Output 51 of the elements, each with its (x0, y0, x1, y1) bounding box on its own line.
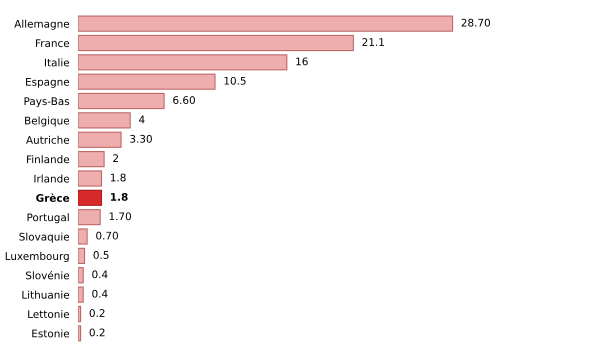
data-label: 21.1 (362, 38, 384, 46)
data-label: 1.70 (110, 212, 132, 220)
y-tick-label: Estonie (32, 329, 70, 338)
data-label: 1.8 (111, 192, 128, 201)
data-label: 10.5 (224, 76, 246, 85)
y-tick-label: Belgique (25, 116, 70, 127)
data-label: 1.8 (110, 174, 126, 182)
y-tick-label: Lithuanie (22, 290, 70, 299)
data-label: 4 (139, 116, 145, 124)
bar (78, 325, 82, 342)
y-tick-label: Autriche (26, 136, 70, 144)
bar (78, 170, 102, 187)
bar (78, 112, 131, 128)
y-tick-label: Espagne (26, 78, 70, 88)
data-label: 6.60 (173, 96, 195, 104)
data-label: 28.70 (462, 18, 490, 27)
bar (78, 151, 105, 168)
y-tick-label: Irlande (34, 174, 70, 183)
bar (78, 54, 288, 70)
data-label: 0.2 (90, 309, 104, 317)
y-tick-label: Luxembourg (6, 252, 69, 262)
data-label: 0.2 (90, 328, 104, 336)
bar (78, 267, 84, 284)
bar (78, 209, 101, 226)
bar (78, 92, 165, 110)
bar (78, 190, 102, 206)
y-tick-label: Slovénie (26, 270, 70, 280)
data-label: 0.5 (94, 251, 109, 259)
y-tick-label: Slovaquie (19, 232, 70, 243)
y-tick-label: Pays-Bas (24, 97, 70, 108)
bar (78, 228, 88, 245)
bar (78, 286, 84, 303)
y-tick-label: Lettonie (28, 310, 70, 318)
y-tick-label: France (36, 39, 70, 48)
bar (78, 16, 454, 32)
bar (78, 34, 354, 52)
data-label: 0.4 (92, 290, 108, 298)
data-label: 2 (113, 154, 118, 162)
bar (78, 74, 216, 90)
y-tick-label: Italie (44, 58, 70, 66)
data-label: 0.70 (96, 232, 118, 240)
y-tick-label: Finlande (27, 155, 70, 164)
data-label: 16 (296, 57, 308, 66)
bar (78, 132, 122, 148)
y-tick-label: Portugal (28, 213, 69, 224)
y-tick-label: Allemagne (14, 20, 70, 30)
data-label: 0.4 (92, 270, 108, 278)
bar (78, 306, 82, 322)
bar (78, 248, 86, 264)
data-label: 3.30 (130, 134, 152, 143)
y-tick-label: Grèce (36, 193, 70, 202)
